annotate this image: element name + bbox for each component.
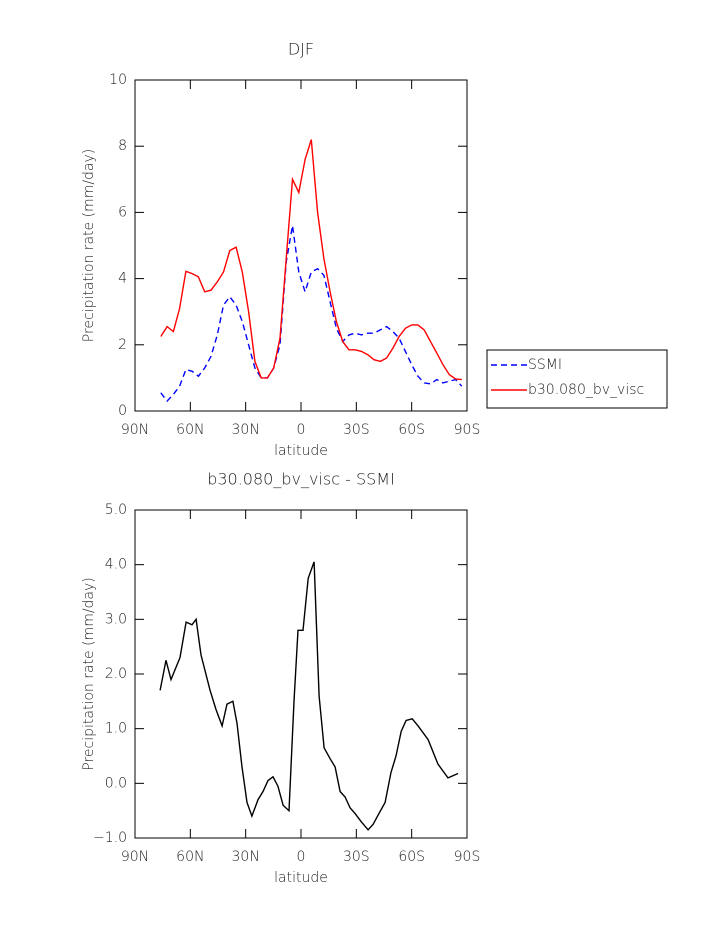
x-tick-label: 60S (398, 422, 425, 438)
series-line (160, 139, 462, 381)
y-axis-label: Precipitation rate (mm/day) (81, 149, 97, 343)
legend-label: b30.080_bv_visc (528, 382, 644, 398)
series-line (159, 561, 459, 831)
legend-label: SSMI (528, 357, 562, 373)
x-tick-label: 30N (232, 422, 260, 438)
chart-title: b30.080_bv_visc - SSMI (207, 470, 395, 489)
y-tick-label: 3.0 (105, 611, 127, 627)
legend-box (486, 349, 668, 409)
x-tick-label: 30N (232, 849, 260, 865)
y-tick-label: 8 (118, 138, 127, 154)
x-tick-label: 90S (454, 849, 481, 865)
x-axis-label: latitude (274, 443, 328, 459)
x-tick-label: 0 (297, 422, 306, 438)
series-line (160, 225, 463, 403)
y-tick-label: 2 (118, 337, 127, 353)
x-tick-label: 60S (398, 849, 425, 865)
y-tick-label: 10 (109, 72, 127, 88)
y-tick-label: 0 (118, 403, 127, 419)
x-axis-label: latitude (274, 870, 328, 886)
y-tick-label: −1.0 (93, 830, 127, 846)
x-tick-label: 30S (343, 849, 370, 865)
plot-frame (134, 79, 468, 412)
x-tick-label: 90N (121, 422, 149, 438)
y-axis-label: Precipitation rate (mm/day) (81, 577, 97, 771)
x-tick-label: 90N (121, 849, 149, 865)
x-tick-label: 60N (176, 422, 204, 438)
x-tick-label: 60N (176, 849, 204, 865)
x-tick-label: 0 (297, 849, 306, 865)
y-tick-label: 4 (118, 271, 127, 287)
y-tick-label: 1.0 (105, 721, 127, 737)
x-tick-label: 90S (454, 422, 481, 438)
y-tick-label: 6 (118, 204, 127, 220)
plot-frame (134, 509, 468, 839)
y-tick-label: 2.0 (105, 666, 127, 682)
y-tick-label: 0.0 (105, 775, 127, 791)
chart-title: DJF (288, 40, 314, 59)
x-tick-label: 30S (343, 422, 370, 438)
y-tick-label: 4.0 (105, 557, 127, 573)
y-tick-label: 5.0 (105, 502, 127, 518)
